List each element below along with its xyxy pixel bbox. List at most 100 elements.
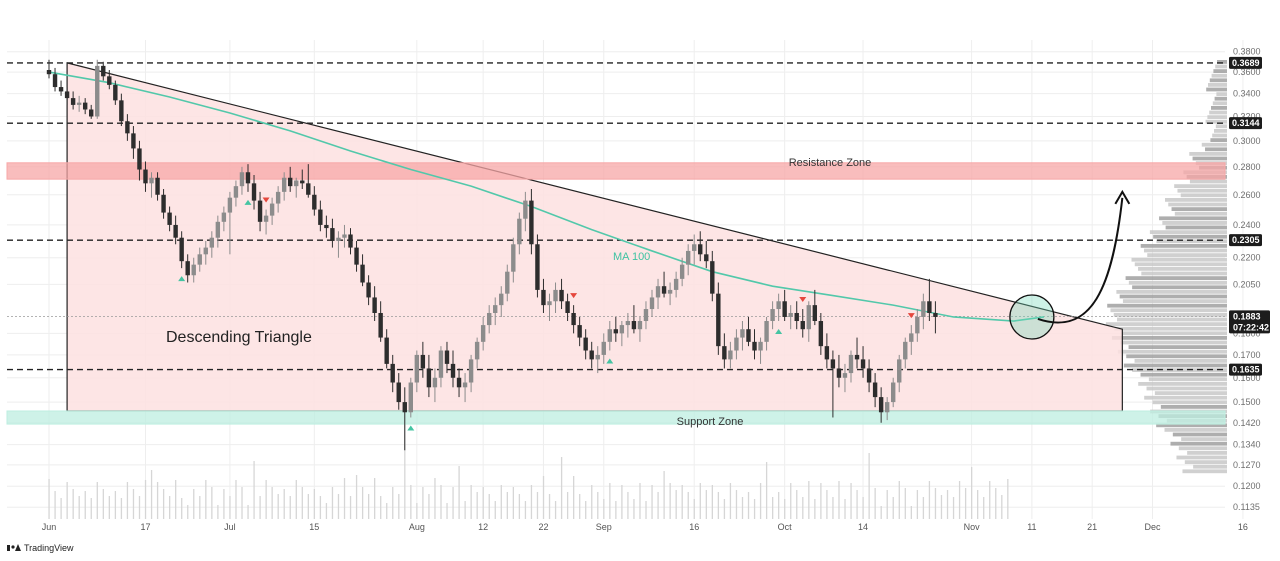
price-tag: 0.1635 [1229,363,1262,376]
candle-body [239,172,245,187]
candle [637,316,643,342]
candle [414,350,420,393]
candle [776,293,781,322]
volume-bar [862,497,864,519]
volume-bar [132,489,135,519]
volume-profile-bar [1131,257,1227,262]
candle-body [933,312,938,317]
countdown-label: 07:22:42 [1233,322,1269,332]
candle [281,172,287,201]
candle-body [517,218,522,245]
candle-body [746,329,751,342]
candle-body [300,180,305,184]
candle-body [722,346,727,360]
sell-signal-icon [799,297,807,303]
candle [76,95,82,112]
candle [408,377,413,418]
volume-profile-bar [1174,211,1227,216]
candle-body [438,350,444,378]
descending-triangle-label: Descending Triangle [166,329,312,346]
candle [493,297,498,326]
volume-bar [566,492,569,519]
candle [342,224,347,248]
y-tick-label: 0.3400 [1233,89,1261,99]
candle [143,161,148,192]
candle [933,301,938,334]
candle-body [523,200,528,219]
volume-bar [729,483,732,519]
y-tick-label: 0.2400 [1233,220,1261,230]
candle [583,329,588,360]
volume-profile-bar [1189,179,1227,184]
volume-bar [621,485,623,519]
candle [595,346,600,374]
candle-body [698,244,703,255]
volume-bar [211,487,213,519]
y-tick-label: 0.1340 [1233,440,1261,450]
volume-profile-bar [1125,276,1227,280]
volume-bar [410,485,412,519]
volume-bar [144,480,147,519]
volume-bar [126,482,129,519]
volume-profile-bar [1168,202,1227,207]
volume-bar [597,492,599,519]
volume-bar [741,497,744,519]
volume-profile-bar [1212,101,1227,106]
y-tick-label: 0.3200 [1233,111,1261,121]
volume-profile-bar [1146,386,1227,391]
volume-profile-bar [1216,92,1227,96]
candle [318,200,323,232]
candle-body [306,183,311,195]
candle [185,254,190,283]
candle-body [378,312,383,338]
candle [82,98,88,115]
volume-profile-bar [1122,299,1227,303]
candle-body [884,402,890,413]
candle-body [601,341,606,355]
volume-bar [530,485,533,519]
candle [384,329,389,369]
candle [179,231,184,269]
volume-bar [229,496,231,519]
buy-signal-icon [775,329,783,335]
volume-profile-bar [1120,340,1227,345]
volume-bar [386,503,388,519]
candle [227,191,233,255]
volume-profile-bar [1117,317,1227,322]
volume-bar [265,480,267,519]
y-tick-label: 0.1500 [1233,397,1261,407]
volume-profile-bar [1209,110,1227,115]
candle [909,325,914,355]
y-tick-label: 0.2050 [1233,279,1261,289]
price-tag: 0.2305 [1229,234,1262,247]
x-tick-label: Dec [1144,522,1161,532]
volume-bar [458,466,460,519]
candle-body [903,341,908,360]
time-axis[interactable]: Jun 17 Jul 15 Aug 12 22 Sep 16 Oct 14 Nov 11 21 Dec 16 [42,522,1248,532]
volume-bar [331,487,334,519]
x-tick-label: Aug [409,522,425,532]
volume-profile-bar [1201,142,1227,147]
tradingview-logo[interactable]: TradingView [7,543,74,553]
volume-bar [560,457,563,519]
x-tick-label: Nov [964,522,981,532]
candle-body [758,341,763,351]
candle-body [101,65,106,77]
volume-bar [814,499,816,519]
candle [716,282,721,355]
ma-100-label: MA 100 [613,251,650,263]
candle [324,215,329,238]
candle-body [854,354,860,360]
candle [848,350,854,383]
candle-body [82,102,88,110]
price-axis[interactable]: 0.3800 0.3600 0.3400 0.3200 0.3000 0.2800 0.26… [1229,47,1270,512]
volume-bar [826,490,828,519]
volume-bar [542,476,545,519]
volume-profile-bar [1119,294,1227,299]
volume-profile-bar [1182,469,1227,474]
candle-body [113,84,118,101]
candle-body [505,271,510,294]
volume-bar [223,489,225,519]
candle [155,172,160,201]
